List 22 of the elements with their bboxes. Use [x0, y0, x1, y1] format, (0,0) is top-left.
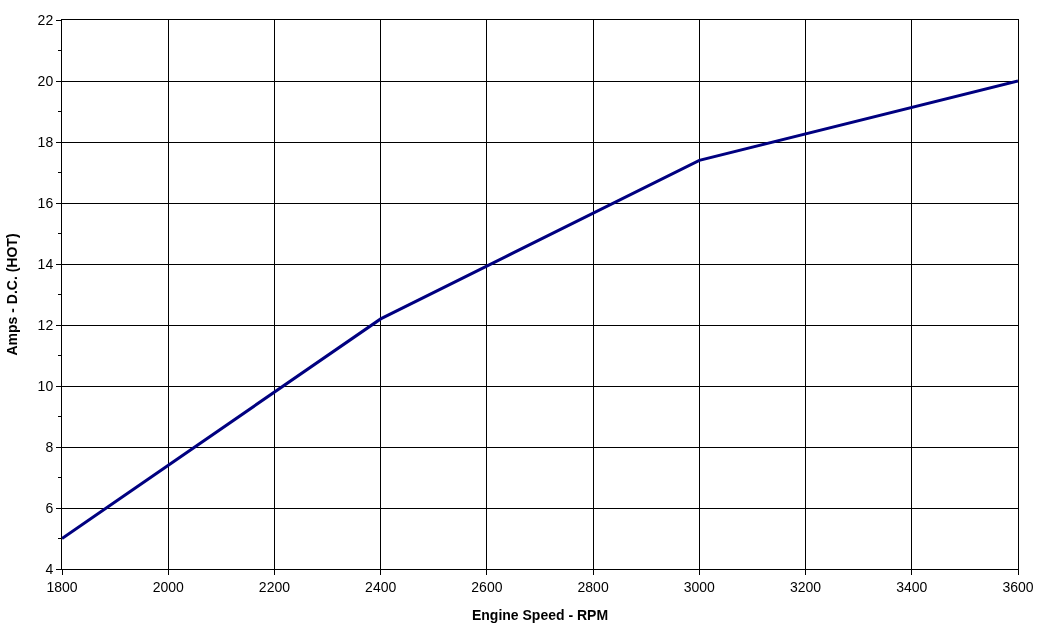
x-tick-label: 2600 [471, 578, 503, 595]
x-axis-title: Engine Speed - RPM [471, 607, 609, 624]
y-tick-label: 14 [37, 255, 54, 272]
x-tick-label: 3400 [896, 578, 928, 595]
y-axis-title: Amps - D.C. (HOT) [4, 233, 21, 356]
x-tick-label: 3200 [789, 578, 822, 595]
y-tick-label: 10 [37, 377, 54, 394]
x-tick-label: 2800 [577, 578, 609, 595]
y-tick-label: 6 [45, 499, 54, 516]
x-tick-label: 3600 [1002, 578, 1034, 595]
y-tick-label: 12 [37, 316, 54, 333]
x-tick-label: 2200 [258, 578, 291, 595]
y-tick-label: 16 [37, 194, 54, 211]
x-tick-label: 3000 [683, 578, 716, 595]
y-tick-label: 22 [37, 11, 54, 28]
y-tick-label: 18 [37, 133, 54, 150]
y-tick-label: 4 [45, 560, 54, 577]
x-tick-label: 2400 [365, 578, 397, 595]
y-tick-label: 20 [37, 72, 54, 89]
x-tick-label: 2000 [152, 578, 184, 595]
x-tick-label: 1800 [46, 578, 78, 595]
y-tick-label: 8 [45, 438, 54, 455]
